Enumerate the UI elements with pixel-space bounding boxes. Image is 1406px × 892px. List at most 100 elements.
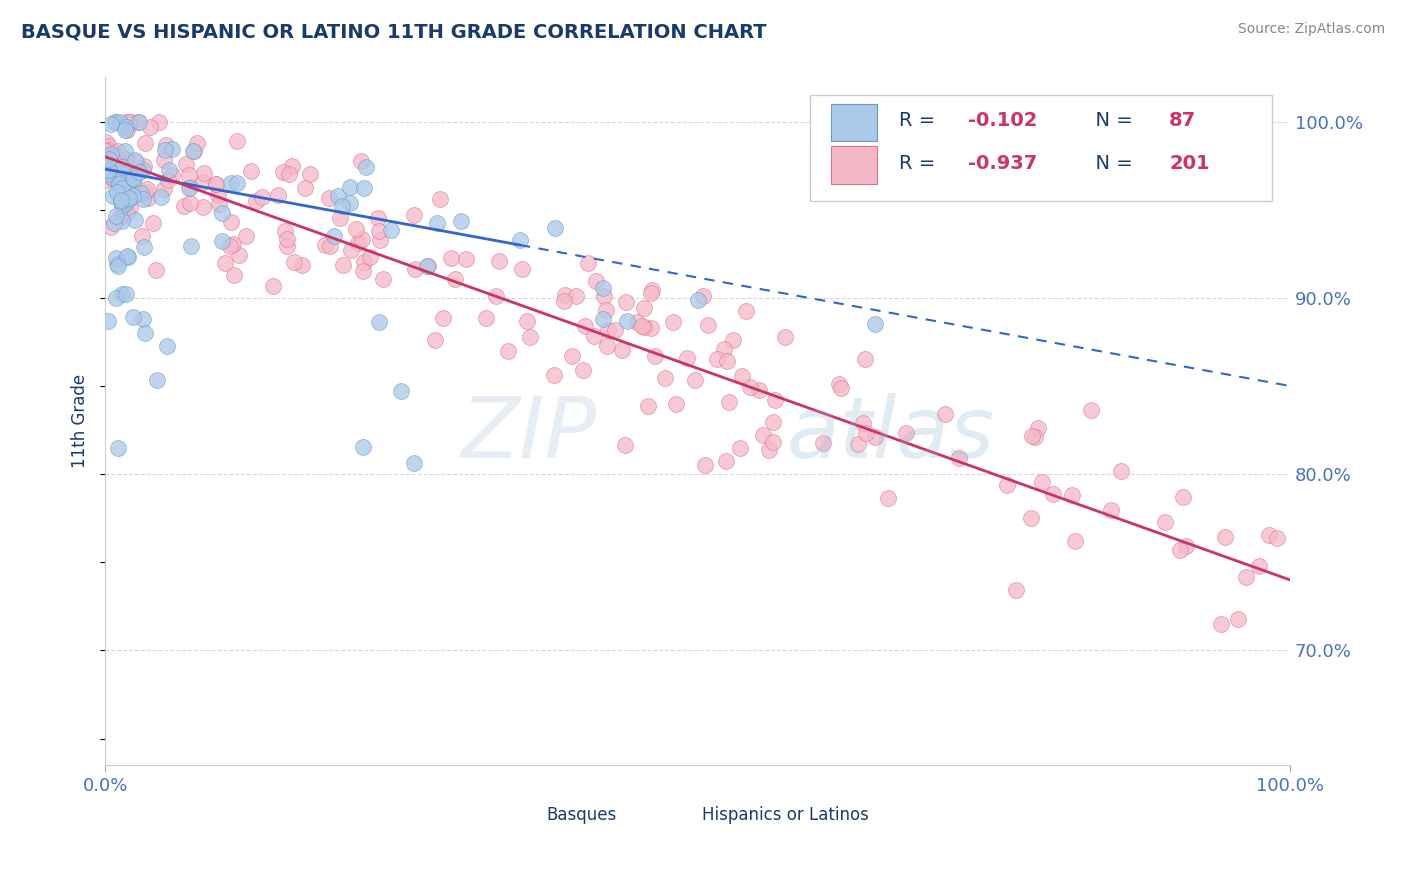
Point: [948, 450, 970, 465]
Point: [752, 428, 775, 442]
Point: [276, 239, 298, 253]
Point: [271, 164, 294, 178]
Point: [713, 342, 735, 356]
Point: [132, 192, 155, 206]
FancyBboxPatch shape: [810, 95, 1272, 202]
Point: [115, 120, 138, 135]
Point: [118, 174, 141, 188]
Point: [114, 144, 136, 158]
Point: [110, 287, 132, 301]
Text: BASQUE VS HISPANIC OR LATINO 11TH GRADE CORRELATION CHART: BASQUE VS HISPANIC OR LATINO 11TH GRADE …: [21, 22, 766, 41]
Point: [276, 232, 298, 246]
Point: [339, 243, 361, 257]
Point: [450, 213, 472, 227]
Point: [115, 114, 138, 128]
Point: [160, 168, 183, 182]
Point: [211, 234, 233, 248]
Point: [706, 352, 728, 367]
Point: [124, 153, 146, 168]
Point: [157, 173, 180, 187]
Point: [1168, 542, 1191, 557]
Point: [155, 138, 177, 153]
Point: [111, 214, 134, 228]
Point: [354, 160, 377, 174]
Point: [291, 258, 314, 272]
Point: [219, 215, 242, 229]
Point: [716, 354, 738, 368]
Y-axis label: 11th Grade: 11th Grade: [72, 374, 89, 468]
Point: [262, 278, 284, 293]
Point: [153, 182, 176, 196]
Point: [96, 149, 118, 163]
Point: [763, 392, 786, 407]
FancyBboxPatch shape: [502, 805, 537, 831]
Text: N =: N =: [1083, 154, 1139, 173]
Point: [323, 229, 346, 244]
Point: [214, 256, 236, 270]
Point: [107, 441, 129, 455]
Point: [115, 287, 138, 301]
Point: [353, 254, 375, 268]
Point: [553, 293, 575, 308]
Text: N =: N =: [1083, 112, 1139, 130]
Point: [104, 114, 127, 128]
Point: [616, 314, 638, 328]
Point: [225, 134, 247, 148]
Point: [96, 144, 118, 158]
Point: [402, 208, 425, 222]
Point: [110, 114, 132, 128]
Point: [105, 256, 128, 270]
Point: [592, 311, 614, 326]
Point: [186, 136, 208, 151]
Point: [208, 197, 231, 211]
Point: [121, 166, 143, 180]
Point: [718, 395, 741, 409]
Point: [728, 441, 751, 455]
Point: [426, 216, 449, 230]
Point: [298, 167, 321, 181]
Point: [596, 323, 619, 337]
Point: [1215, 530, 1237, 544]
Point: [117, 191, 139, 205]
Point: [283, 255, 305, 269]
Point: [117, 115, 139, 129]
Point: [101, 171, 124, 186]
Point: [252, 190, 274, 204]
Point: [121, 171, 143, 186]
Point: [347, 236, 370, 251]
Point: [1042, 487, 1064, 501]
Point: [574, 318, 596, 333]
Point: [314, 238, 336, 252]
Point: [132, 312, 155, 326]
Text: Hispanics or Latinos: Hispanics or Latinos: [703, 805, 869, 823]
Point: [207, 187, 229, 202]
Point: [97, 162, 120, 177]
Point: [180, 238, 202, 252]
Point: [828, 377, 851, 392]
Point: [353, 181, 375, 195]
Point: [111, 198, 134, 212]
Point: [111, 167, 134, 181]
Point: [576, 256, 599, 270]
Point: [456, 252, 478, 266]
Point: [160, 142, 183, 156]
Point: [1173, 490, 1195, 504]
Point: [96, 136, 118, 150]
Point: [239, 163, 262, 178]
Point: [554, 288, 576, 302]
Point: [423, 334, 446, 348]
Point: [640, 286, 662, 301]
Point: [96, 168, 118, 182]
Point: [773, 330, 796, 344]
Point: [114, 153, 136, 167]
Text: 87: 87: [1170, 112, 1197, 130]
Point: [332, 258, 354, 272]
Point: [145, 263, 167, 277]
Point: [444, 272, 467, 286]
Point: [107, 177, 129, 191]
Point: [115, 206, 138, 220]
Point: [278, 167, 301, 181]
Point: [117, 193, 139, 207]
Point: [616, 294, 638, 309]
Point: [98, 138, 121, 153]
